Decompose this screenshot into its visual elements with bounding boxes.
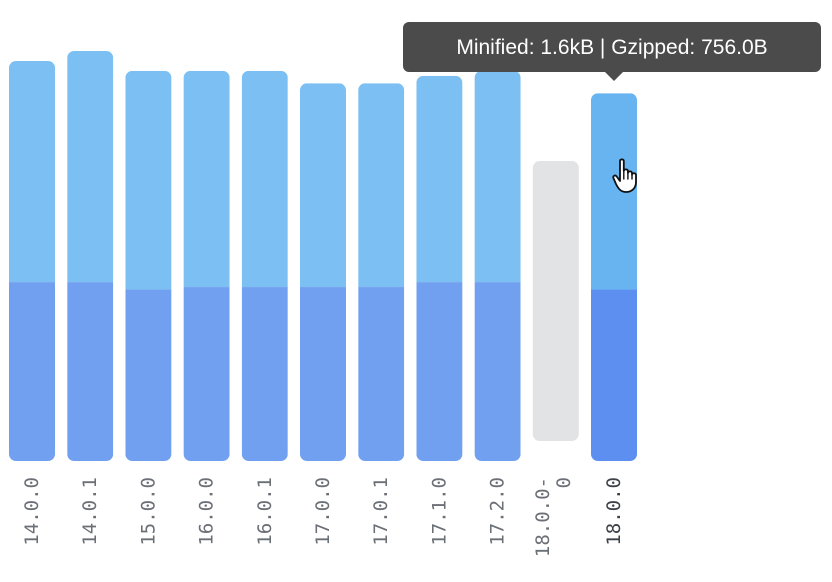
- bar-17-1-0[interactable]: [416, 75, 463, 461]
- bar-gzipped-segment: [241, 287, 288, 461]
- bar-gzipped-segment: [416, 282, 463, 461]
- bar-17-2-0[interactable]: [474, 70, 521, 461]
- bar-gzipped-segment: [9, 282, 55, 461]
- bar-15-0-0[interactable]: [125, 70, 172, 461]
- bar-gzipped-segment: [67, 282, 114, 461]
- tooltip-text: Minified: 1.6kB | Gzipped: 756.0B: [456, 36, 767, 59]
- bar-17-0-0[interactable]: [300, 83, 346, 461]
- x-tick-label-17-1-0: 17.1.0: [428, 477, 450, 546]
- bar-minified-segment: [358, 83, 405, 288]
- bar-minified-segment: [241, 70, 288, 288]
- bar-minified-segment: [416, 75, 463, 283]
- x-tick-label-18-0-0-0-line1: 18.0.0-: [532, 477, 554, 557]
- bar-gzipped-segment: [183, 287, 230, 461]
- bars-group: [9, 51, 637, 461]
- x-tick-label-18-0-0-0-line2: 0: [553, 477, 575, 488]
- bar-14-0-1[interactable]: [67, 51, 114, 461]
- x-tick-label-15-0-0: 15.0.0: [137, 477, 159, 546]
- x-tick-label-16-0-1: 16.0.1: [254, 477, 276, 546]
- bar-minified-segment: [183, 70, 230, 288]
- bar-16-0-1[interactable]: [241, 70, 288, 461]
- x-tick-label-14-0-1: 14.0.1: [79, 477, 101, 546]
- bar-gzipped-segment: [358, 287, 405, 461]
- bar-14-0-0[interactable]: [9, 60, 55, 461]
- bar-gzipped-segment: [300, 287, 346, 461]
- bar-minified-segment: [67, 51, 114, 283]
- bar-gzipped-segment: [125, 289, 172, 461]
- bar-gzipped-segment: [591, 289, 637, 461]
- bar-minified-segment: [9, 60, 55, 283]
- x-tick-label-17-2-0: 17.2.0: [487, 477, 509, 546]
- x-tick-label-16-0-0: 16.0.0: [196, 477, 218, 546]
- bar-tooltip: Minified: 1.6kB | Gzipped: 756.0B: [403, 22, 821, 81]
- bar-missing-18-0-0-0[interactable]: [532, 161, 579, 441]
- bar-minified-segment: [300, 83, 346, 288]
- x-tick-labels: 14.0.0 14.0.1 15.0.0 16.0.0 16.0.1 17.0.0 17.0…: [21, 477, 625, 557]
- bar-gzipped-segment: [474, 282, 521, 461]
- tooltip-box: [403, 22, 821, 72]
- bar-minified-segment: [474, 70, 521, 283]
- tooltip-arrow: [604, 71, 624, 81]
- bar-minified-segment: [125, 70, 172, 290]
- hand-pointer-icon: [612, 158, 637, 193]
- x-tick-label-18-0-0: 18.0.0: [603, 477, 625, 546]
- bar-16-0-0[interactable]: [183, 70, 230, 461]
- x-tick-label-14-0-0: 14.0.0: [21, 477, 43, 546]
- bar-17-0-1[interactable]: [358, 83, 405, 461]
- bar-18-0-0[interactable]: [591, 93, 637, 461]
- x-tick-label-17-0-0: 17.0.0: [312, 477, 334, 546]
- x-tick-label-17-0-1: 17.0.1: [370, 477, 392, 546]
